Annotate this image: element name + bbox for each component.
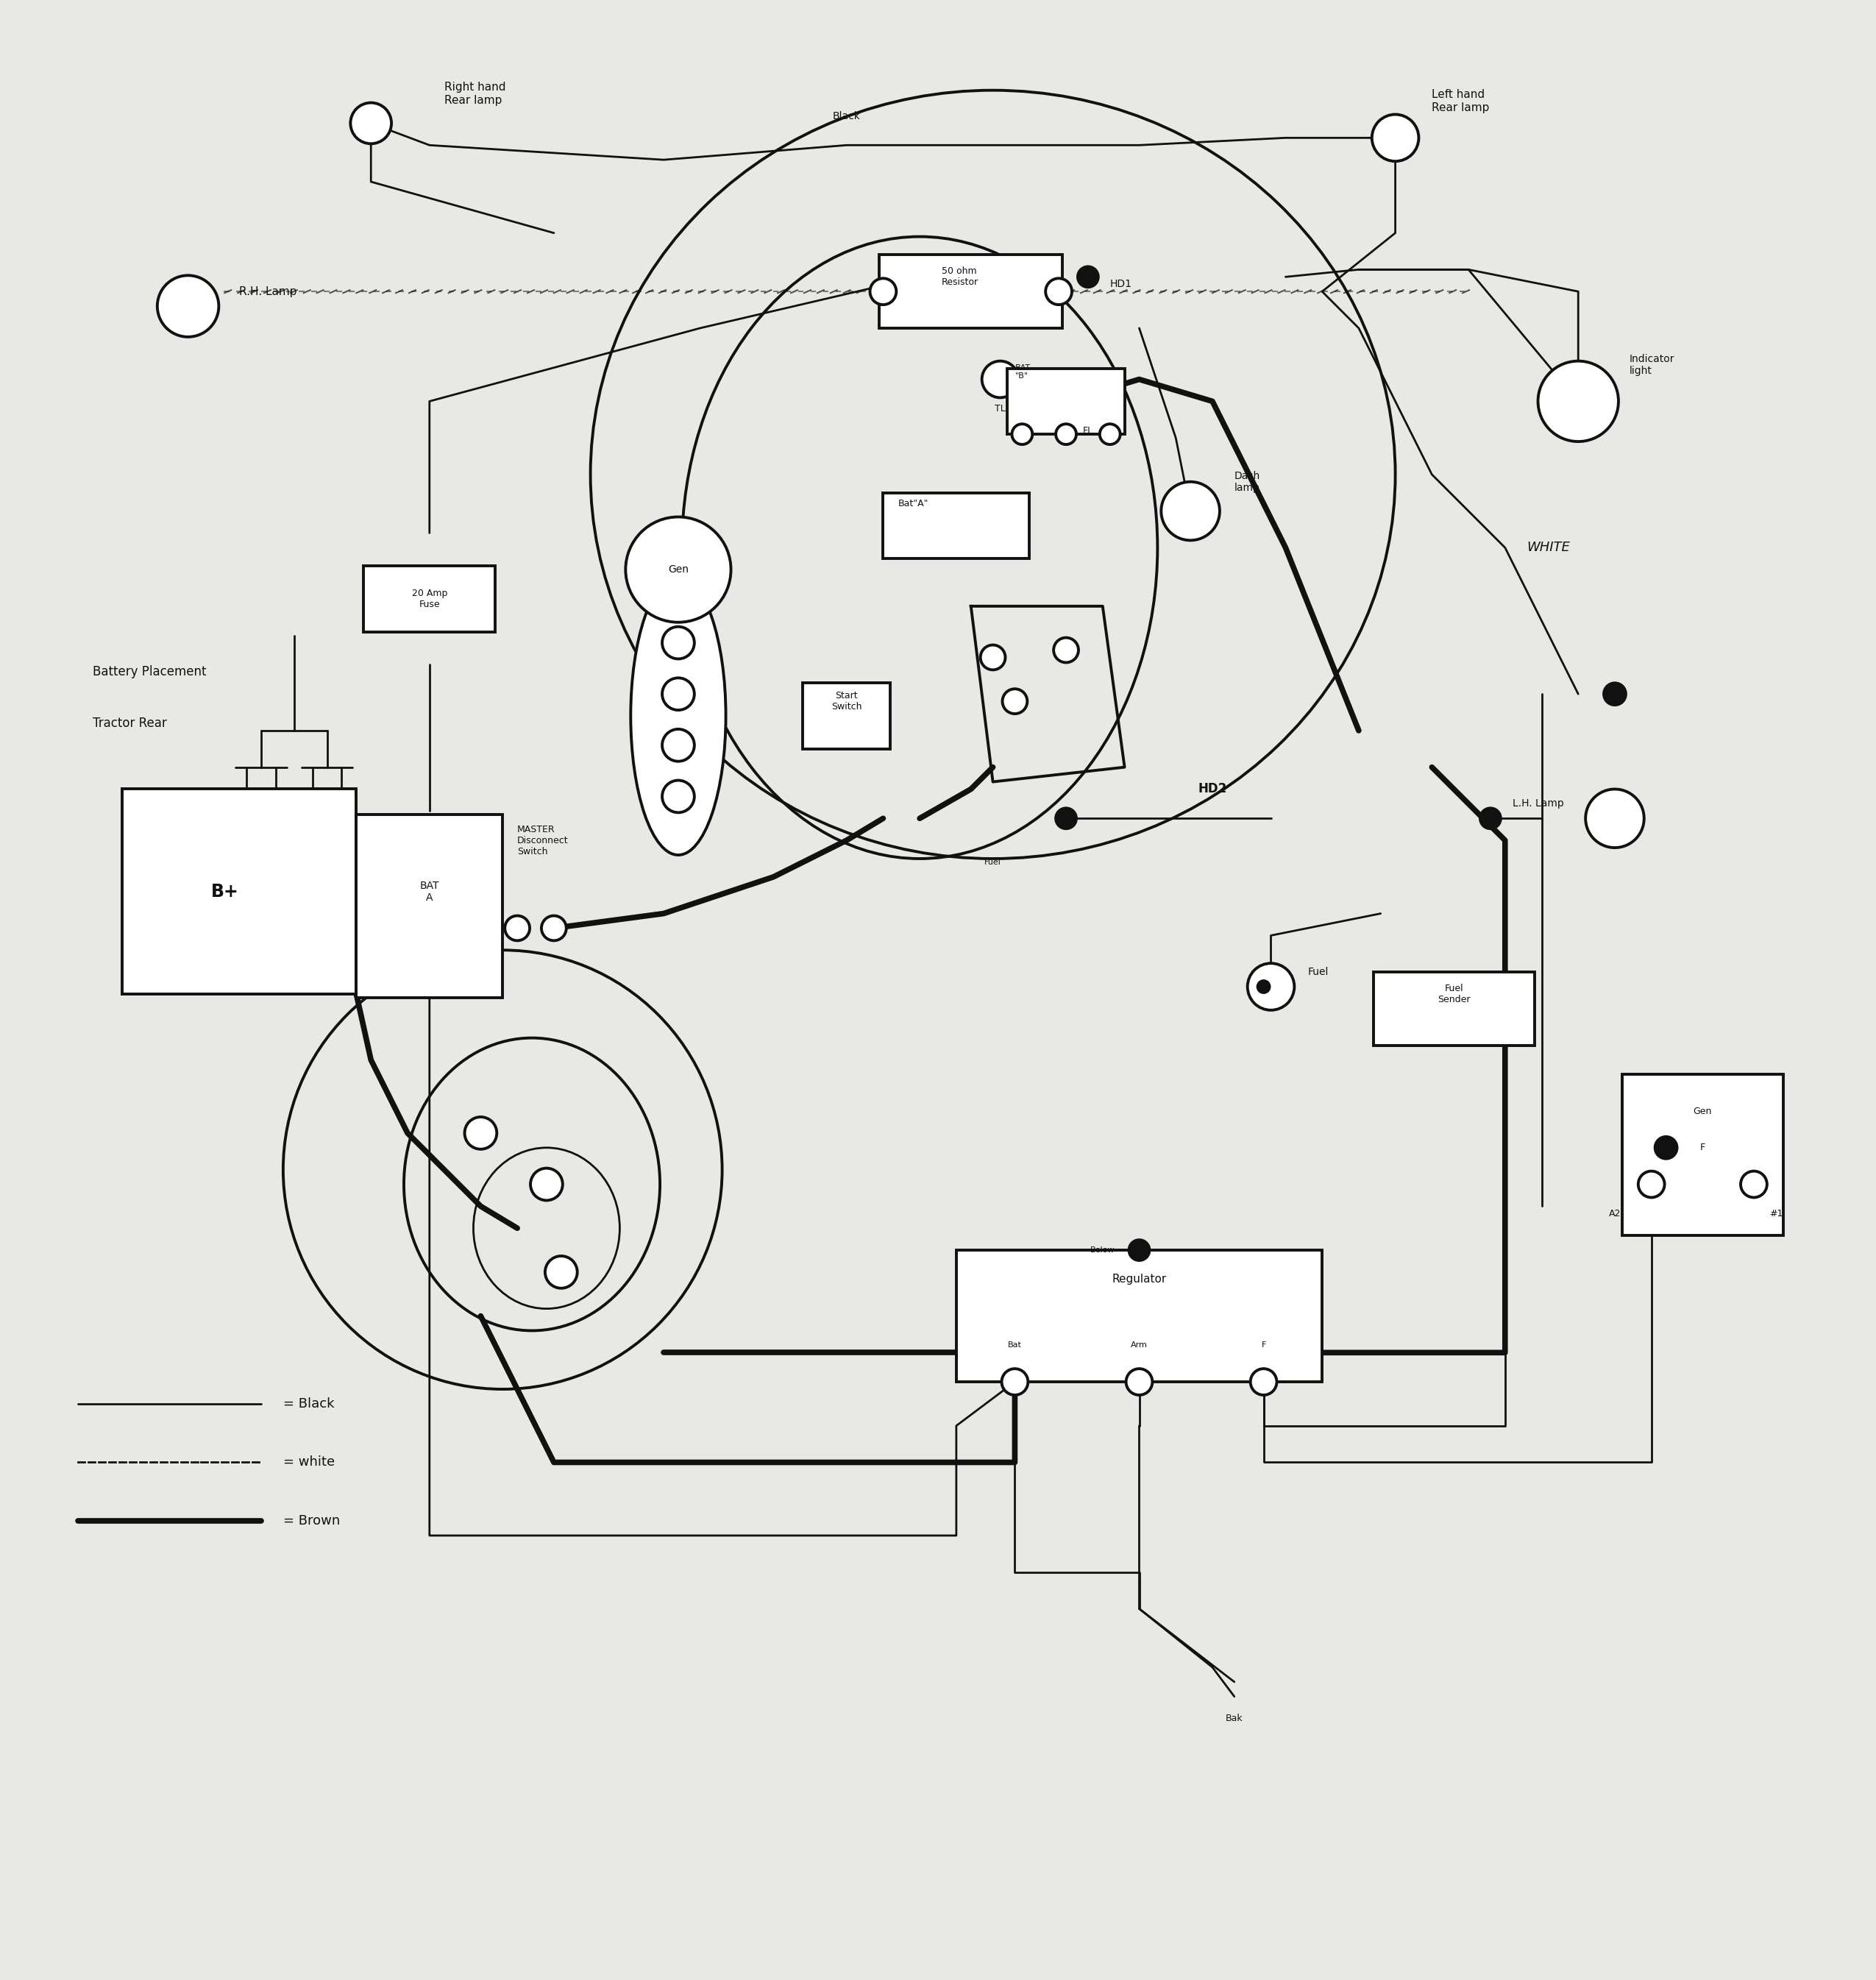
Circle shape — [662, 780, 694, 812]
Circle shape — [662, 677, 694, 711]
Ellipse shape — [630, 576, 726, 855]
Circle shape — [1099, 424, 1120, 444]
Text: WHITE: WHITE — [1527, 541, 1570, 554]
Text: Bak: Bak — [1225, 1715, 1244, 1723]
Text: Black: Black — [833, 111, 861, 121]
Text: Start
Switch: Start Switch — [831, 691, 861, 711]
Text: HD2: HD2 — [1199, 782, 1227, 796]
Circle shape — [1604, 683, 1626, 705]
Bar — [880, 255, 1062, 329]
Text: Fuel
Sender: Fuel Sender — [1437, 984, 1471, 1004]
Text: BAT
"B": BAT "B" — [1015, 364, 1030, 380]
Text: R.H. Lamp: R.H. Lamp — [240, 285, 296, 297]
Circle shape — [1248, 964, 1294, 1010]
Text: TL: TL — [994, 404, 1006, 414]
Text: MASTER
Disconnect
Switch: MASTER Disconnect Switch — [518, 824, 568, 855]
Text: Right hand
Rear lamp: Right hand Rear lamp — [445, 81, 505, 105]
Circle shape — [981, 645, 1006, 669]
Text: = Brown: = Brown — [283, 1515, 340, 1527]
Circle shape — [1054, 638, 1079, 663]
Bar — [356, 814, 503, 998]
Circle shape — [1056, 808, 1077, 830]
Text: B+: B+ — [210, 883, 238, 901]
Circle shape — [351, 103, 392, 145]
Text: = Black: = Black — [283, 1398, 334, 1410]
Circle shape — [158, 275, 219, 337]
Bar — [1623, 1075, 1782, 1236]
Circle shape — [1045, 279, 1071, 305]
Text: Below: Below — [1090, 1247, 1114, 1253]
Text: F: F — [1700, 1142, 1705, 1152]
Circle shape — [1011, 424, 1032, 444]
Text: #1: #1 — [1769, 1208, 1782, 1218]
Circle shape — [1585, 790, 1643, 847]
Circle shape — [542, 915, 567, 940]
Text: Gen: Gen — [1694, 1107, 1713, 1117]
Text: = white: = white — [283, 1455, 334, 1469]
Text: Arm: Arm — [1131, 1342, 1148, 1348]
Bar — [122, 790, 356, 994]
Bar — [803, 683, 891, 748]
Circle shape — [1251, 1368, 1278, 1396]
Circle shape — [1480, 808, 1501, 830]
Text: HD1: HD1 — [1111, 279, 1131, 289]
Circle shape — [1161, 481, 1219, 541]
Text: Tractor Rear: Tractor Rear — [94, 717, 167, 731]
Circle shape — [662, 729, 694, 762]
Circle shape — [1638, 1170, 1664, 1198]
Bar — [364, 566, 495, 632]
Circle shape — [1655, 1137, 1677, 1158]
Text: Gen: Gen — [668, 564, 688, 574]
Bar — [1007, 368, 1124, 434]
Text: Indicator
light: Indicator light — [1630, 354, 1675, 376]
Bar — [1373, 972, 1535, 1045]
Circle shape — [662, 628, 694, 659]
Circle shape — [1126, 1368, 1152, 1396]
Text: 20 Amp
Fuse: 20 Amp Fuse — [411, 588, 446, 610]
Bar — [957, 1249, 1323, 1382]
Text: L.H. Lamp: L.H. Lamp — [1512, 798, 1565, 810]
Circle shape — [505, 915, 529, 940]
Text: Dash
lamp: Dash lamp — [1234, 471, 1261, 493]
Text: BAT
A: BAT A — [420, 881, 439, 903]
Circle shape — [546, 1255, 578, 1289]
Text: FL: FL — [1082, 426, 1094, 436]
Circle shape — [1257, 980, 1270, 992]
Circle shape — [1741, 1170, 1767, 1198]
Circle shape — [1056, 424, 1077, 444]
Text: Regulator: Regulator — [1112, 1273, 1167, 1285]
Circle shape — [1371, 115, 1418, 160]
Text: Fuel: Fuel — [985, 859, 1002, 865]
Text: Bat"A": Bat"A" — [899, 499, 929, 509]
Text: 50 ohm
Resistor: 50 ohm Resistor — [942, 267, 979, 287]
Text: Left hand
Rear lamp: Left hand Rear lamp — [1431, 89, 1490, 113]
Bar — [884, 493, 1030, 558]
Text: F: F — [1261, 1342, 1266, 1348]
Circle shape — [870, 279, 897, 305]
Circle shape — [981, 360, 1019, 398]
Circle shape — [1002, 1368, 1028, 1396]
Circle shape — [1002, 689, 1028, 713]
Circle shape — [1069, 382, 1107, 420]
Text: Battery Placement: Battery Placement — [94, 665, 206, 679]
Text: Fuel: Fuel — [1308, 966, 1328, 978]
Circle shape — [465, 1117, 497, 1148]
Circle shape — [1129, 1239, 1150, 1261]
Circle shape — [1538, 360, 1619, 442]
Text: A2: A2 — [1610, 1208, 1621, 1218]
Text: Bat: Bat — [1007, 1342, 1022, 1348]
Circle shape — [1077, 267, 1097, 287]
Circle shape — [625, 517, 732, 622]
Circle shape — [531, 1168, 563, 1200]
